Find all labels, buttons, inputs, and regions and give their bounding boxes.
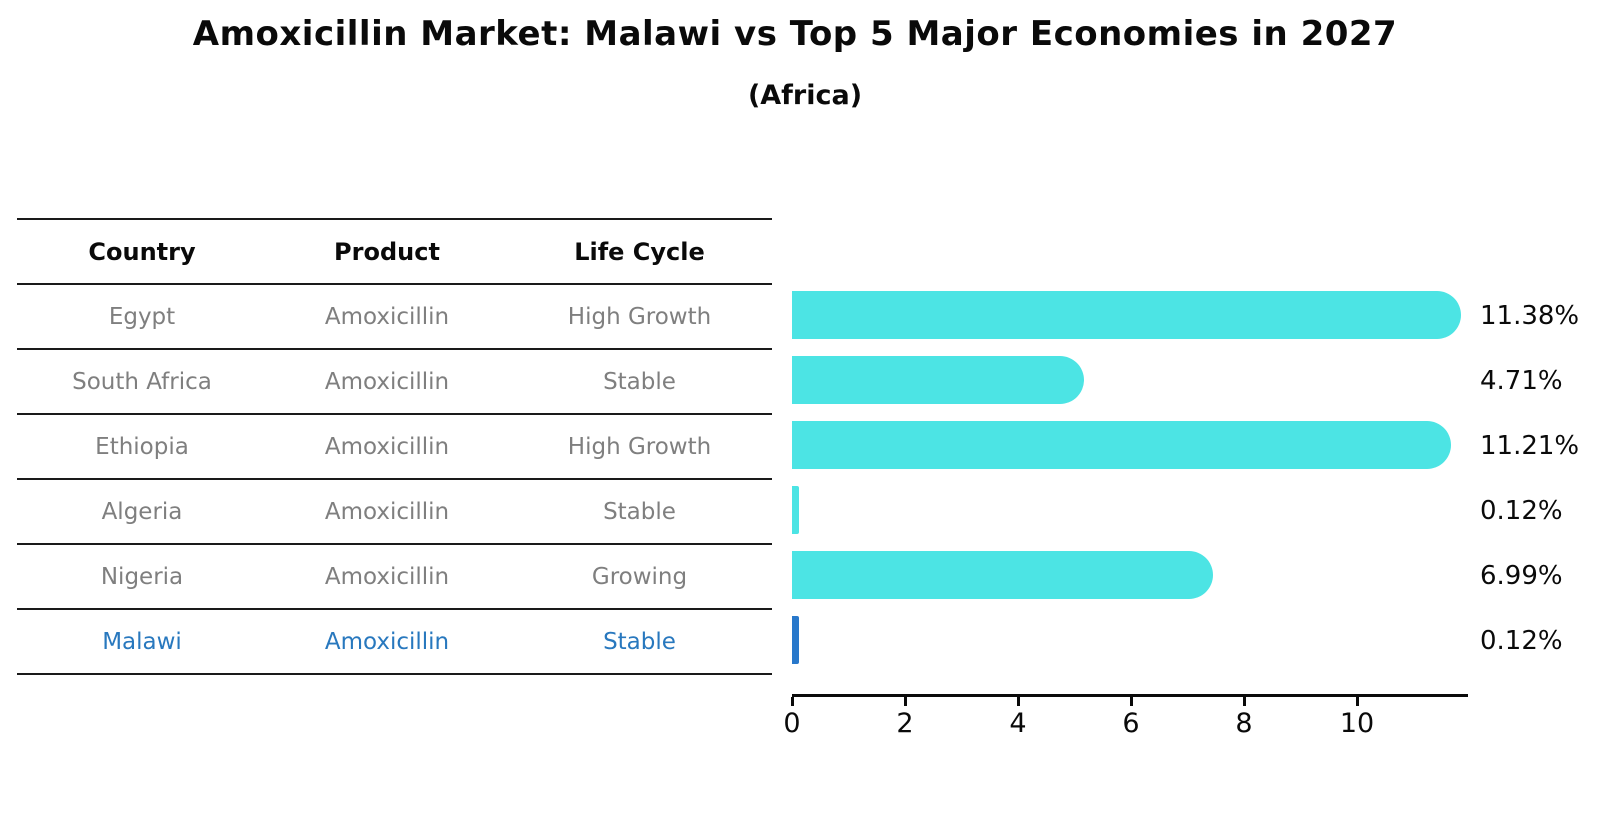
value-label: 4.71% bbox=[1480, 365, 1563, 396]
x-tick-mark bbox=[1017, 697, 1020, 706]
value-label: 6.99% bbox=[1480, 560, 1563, 591]
bar-row-nigeria: 6.99% bbox=[792, 543, 1604, 608]
table-row-nigeria: Nigeria Amoxicillin Growing bbox=[17, 543, 772, 608]
table-row-egypt: Egypt Amoxicillin High Growth bbox=[17, 283, 772, 348]
bar-row-ethiopia: 11.21% bbox=[792, 413, 1604, 478]
x-tick-label: 10 bbox=[1339, 708, 1375, 739]
value-label: 11.38% bbox=[1480, 300, 1580, 331]
page-title: Amoxicillin Market: Malawi vs Top 5 Majo… bbox=[192, 14, 1398, 54]
cell-life-cycle: Growing bbox=[591, 563, 688, 590]
x-tick-label: 8 bbox=[1235, 708, 1253, 739]
cell-life-cycle: High Growth bbox=[567, 433, 712, 460]
table-row-south-africa: South Africa Amoxicillin Stable bbox=[17, 348, 772, 413]
bar-nigeria bbox=[792, 551, 1213, 599]
chart-subtitle: (Africa) bbox=[747, 80, 863, 111]
x-tick-label: 0 bbox=[783, 708, 801, 739]
cell-country: Egypt bbox=[108, 303, 176, 330]
column-header-product: Product bbox=[334, 237, 440, 266]
column-header-life-cycle: Life Cycle bbox=[574, 237, 705, 266]
x-tick-label: 2 bbox=[896, 708, 914, 739]
bar-row-malawi: 0.12% bbox=[792, 608, 1604, 673]
table-row-malawi: Malawi Amoxicillin Stable bbox=[17, 608, 772, 673]
bar-ethiopia bbox=[792, 421, 1452, 469]
x-tick-mark bbox=[791, 697, 794, 706]
table-header-row: Country Product Life Cycle bbox=[17, 218, 772, 283]
cell-product: Amoxicillin bbox=[324, 433, 450, 460]
cell-country: Nigeria bbox=[100, 563, 184, 590]
cell-life-cycle: Stable bbox=[603, 368, 676, 395]
bar-row-egypt: 11.38% bbox=[792, 283, 1604, 348]
cell-country: Algeria bbox=[101, 498, 183, 525]
cell-product: Amoxicillin bbox=[324, 628, 450, 655]
x-tick-label: 4 bbox=[1009, 708, 1027, 739]
x-tick-mark bbox=[1243, 697, 1246, 706]
value-label: 11.21% bbox=[1480, 430, 1580, 461]
x-tick-mark bbox=[1130, 697, 1133, 706]
cell-product: Amoxicillin bbox=[324, 563, 450, 590]
bar-algeria bbox=[792, 486, 799, 534]
cell-life-cycle: High Growth bbox=[567, 303, 712, 330]
x-tick-mark bbox=[1356, 697, 1359, 706]
country-table: Country Product Life Cycle Egypt Amoxicil… bbox=[17, 218, 772, 675]
column-header-country: Country bbox=[88, 237, 196, 266]
cell-product: Amoxicillin bbox=[324, 368, 450, 395]
cell-country: Malawi bbox=[102, 628, 182, 655]
x-tick-mark bbox=[904, 697, 907, 706]
cell-life-cycle: Stable bbox=[603, 498, 676, 525]
bar-row-south-africa: 4.71% bbox=[792, 348, 1604, 413]
x-axis-line bbox=[792, 694, 1468, 697]
bar-row-algeria: 0.12% bbox=[792, 478, 1604, 543]
table-row-algeria: Algeria Amoxicillin Stable bbox=[17, 478, 772, 543]
cell-product: Amoxicillin bbox=[324, 303, 450, 330]
bar-south-africa bbox=[792, 356, 1085, 404]
value-label: 0.12% bbox=[1480, 625, 1563, 656]
cell-country: South Africa bbox=[72, 368, 212, 395]
cell-life-cycle: Stable bbox=[603, 628, 676, 655]
table-row-ethiopia: Ethiopia Amoxicillin High Growth bbox=[17, 413, 772, 478]
cell-country: Ethiopia bbox=[95, 433, 189, 460]
cell-product: Amoxicillin bbox=[324, 498, 450, 525]
value-label: 0.12% bbox=[1480, 495, 1563, 526]
bar-egypt bbox=[792, 291, 1461, 339]
x-tick-label: 6 bbox=[1122, 708, 1140, 739]
bar-plot-area: 11.38% 4.71% 11.21% 0.12% 6.99% 0.12% bbox=[792, 283, 1604, 673]
bar-malawi bbox=[792, 616, 799, 664]
